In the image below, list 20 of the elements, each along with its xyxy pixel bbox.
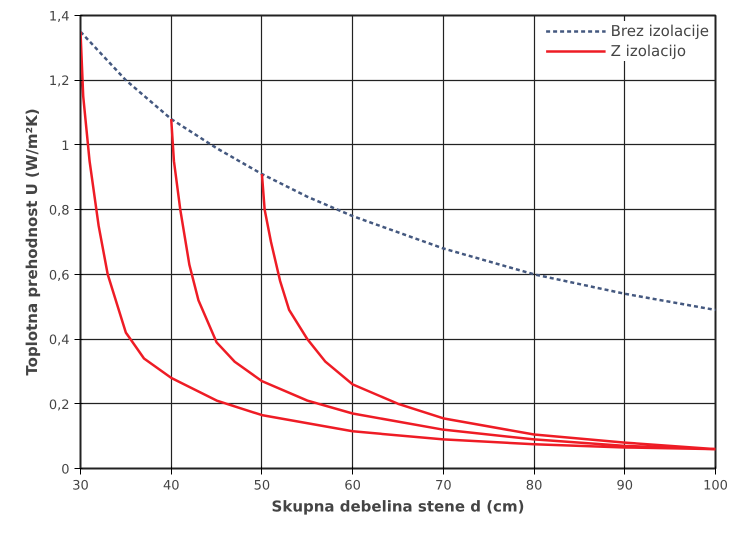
x-tick-label: 40 — [162, 478, 180, 494]
y-tick-label: 0 — [61, 462, 70, 478]
x-tick-label: 50 — [254, 478, 270, 494]
y-tick-label: 0,4 — [48, 333, 70, 348]
y-tick-label: 0,8 — [48, 204, 70, 219]
x-tick-label: 80 — [526, 478, 542, 494]
y-tick-label: 0,6 — [48, 268, 70, 284]
x-tick-label: 90 — [616, 478, 634, 494]
x-tick-label: 70 — [435, 478, 452, 494]
y-tick-label: 1,2 — [48, 74, 70, 90]
y-tick-label: 1,4 — [48, 10, 70, 24]
legend-label: Z izolacijo — [610, 42, 686, 60]
y-axis-title: Toplotna prehodnost U (W/m²K) — [22, 108, 41, 376]
x-tick-label: 30 — [72, 478, 89, 494]
legend-label: Brez izolacije — [610, 22, 709, 40]
x-axis-title: Skupna debelina stene d (cm) — [272, 498, 524, 516]
x-tick-label: 60 — [344, 478, 361, 494]
x-tick-label: 100 — [703, 478, 728, 494]
y-tick-label: 0,2 — [48, 398, 70, 413]
y-tick-label: 1 — [61, 138, 70, 154]
